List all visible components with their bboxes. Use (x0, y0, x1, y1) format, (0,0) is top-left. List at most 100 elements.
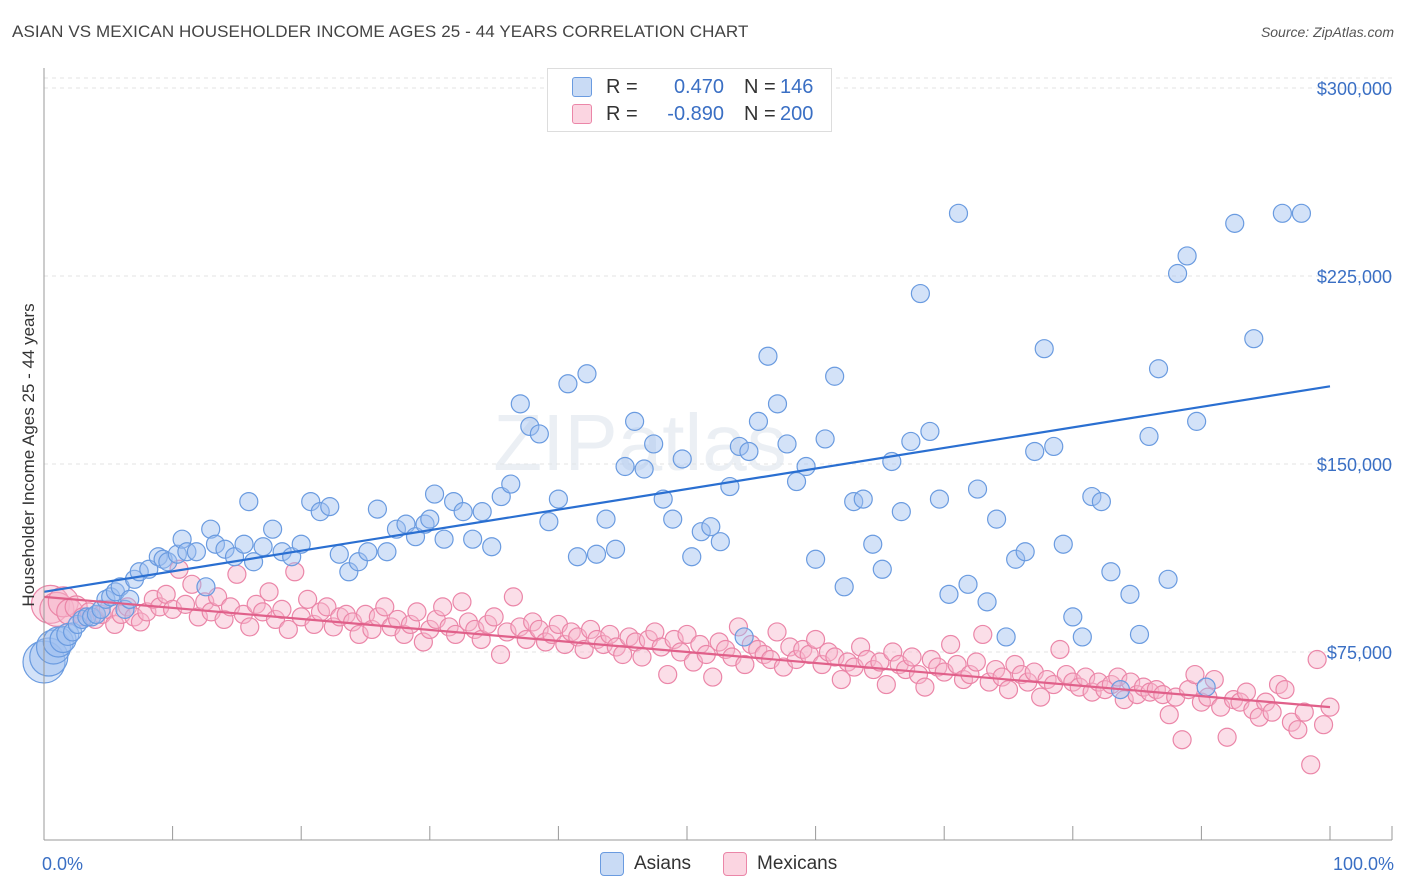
y-tick-labels: $75,000 $150,000 $225,000 $300,000 (1317, 79, 1392, 663)
mexicans-point-108 (735, 654, 755, 675)
asians-point-81 (663, 509, 683, 529)
mexicans-point-70 (490, 644, 511, 665)
mexicans-point-150 (1005, 654, 1025, 675)
mexicans-point-131 (883, 642, 903, 662)
asians-point-77 (625, 411, 645, 431)
trend-lines (43, 385, 1331, 709)
asians-point-120 (1025, 441, 1045, 462)
asians-point-137 (1187, 411, 1207, 431)
asians-point-85 (701, 517, 721, 537)
mexicans-point-181 (1204, 669, 1224, 690)
asians-point-29 (196, 577, 216, 597)
mexicans-point-36 (272, 599, 292, 619)
asians-point-62 (482, 537, 502, 557)
mexicans-point-15 (137, 602, 157, 622)
mexicans-point-183 (1217, 727, 1237, 747)
asians-trend-line (43, 385, 1331, 593)
asians-point-65 (510, 394, 530, 414)
source-label: Source: ZipAtlas.com (1260, 24, 1394, 40)
mexicans-point-64 (452, 592, 472, 612)
asians-point-37 (253, 537, 273, 557)
mexicans-point-113 (767, 622, 787, 642)
asians-point-38 (263, 519, 283, 539)
mexicans-swatch (572, 104, 592, 124)
asians-point-34 (234, 534, 254, 554)
mexicans-point-97 (664, 629, 684, 650)
asians-point-117 (996, 627, 1016, 647)
asians-point-107 (901, 431, 921, 452)
mexicans-point-117 (793, 639, 813, 660)
asians-point-106 (891, 502, 911, 522)
mexicans-point-186 (1236, 682, 1257, 702)
asians-point-109 (920, 421, 940, 442)
mexicans-point-35 (265, 609, 286, 630)
mexicans-point-198 (1313, 715, 1334, 735)
asians-point-55 (420, 509, 440, 529)
r-value: 0.470 (673, 75, 724, 98)
mexicans-point-29 (227, 564, 247, 584)
asians-point-48 (358, 542, 378, 562)
asians-point-123 (1053, 534, 1073, 554)
y-tick-label-1: $150,000 (1317, 455, 1392, 475)
asians-point-125 (1072, 627, 1092, 647)
mexicans-point-43 (317, 597, 337, 617)
mexicans-point-16 (143, 589, 163, 609)
asians-point-94 (777, 434, 797, 454)
mexicans-point-99 (677, 624, 697, 645)
axes (43, 68, 1393, 841)
n-label: N = (744, 75, 776, 98)
mexicans-point-195 (1294, 702, 1314, 722)
asians-point-41 (291, 534, 311, 554)
asians-point-124 (1063, 607, 1083, 627)
asians-point-111 (939, 584, 959, 604)
asians-legend-label: Asians (634, 853, 692, 874)
asians-point-83 (682, 547, 702, 567)
asians-point-112 (948, 203, 969, 223)
asians-point-57 (434, 529, 454, 549)
mexicans-point-81 (561, 622, 581, 642)
asians-point-60 (463, 529, 483, 549)
asians-point-74 (596, 509, 616, 529)
asians-point-66 (520, 416, 540, 436)
mexicans-point-38 (285, 562, 305, 582)
mexicans-point-136 (915, 677, 935, 697)
asians-point-31 (205, 534, 226, 554)
mexicans-point-190 (1262, 702, 1282, 722)
asians-point-73 (586, 544, 607, 564)
mexicans-point-32 (246, 594, 266, 614)
mexicans-point-31 (240, 617, 260, 637)
mexicans-point-63 (445, 624, 466, 645)
mexicans-point-194 (1288, 720, 1308, 740)
x-tick-label-1: 100.0% (1333, 854, 1394, 874)
mexicans-point-130 (876, 674, 896, 695)
asians-point-35 (239, 492, 259, 512)
asians-point-44 (320, 497, 340, 517)
asians-point-110 (929, 489, 950, 509)
asians-point-141 (1272, 203, 1292, 223)
asians-point-136 (1177, 246, 1197, 266)
asians-point-118 (1006, 549, 1026, 569)
asians-point-97 (805, 549, 826, 569)
asians-point-26 (172, 529, 192, 549)
asians-point-132 (1139, 426, 1159, 447)
asians-point-133 (1148, 359, 1169, 379)
mexicans-point-12 (117, 597, 138, 617)
mexicans-point-193 (1281, 712, 1302, 732)
mexicans-point-149 (998, 679, 1019, 700)
asians-point-88 (729, 436, 749, 457)
mexicans-point-140 (941, 634, 961, 655)
mexicans-point-129 (870, 652, 890, 672)
legend-row-mexicans: R = -0.890 N = 200 (572, 100, 830, 128)
asians-point-89 (734, 627, 754, 647)
series-asians-points (22, 203, 1312, 700)
mexicans-legend-swatch (723, 852, 747, 876)
asians-point-56 (424, 484, 445, 504)
mexicans-point-107 (728, 617, 749, 637)
mexicans-point-69 (484, 607, 504, 627)
mexicans-point-52 (375, 597, 395, 617)
mexicans-point-55 (394, 624, 414, 645)
mexicans-point-157 (1050, 639, 1070, 660)
mexicans-point-65 (458, 612, 478, 632)
asians-point-142 (1291, 203, 1312, 223)
mexicans-point-27 (214, 609, 234, 630)
